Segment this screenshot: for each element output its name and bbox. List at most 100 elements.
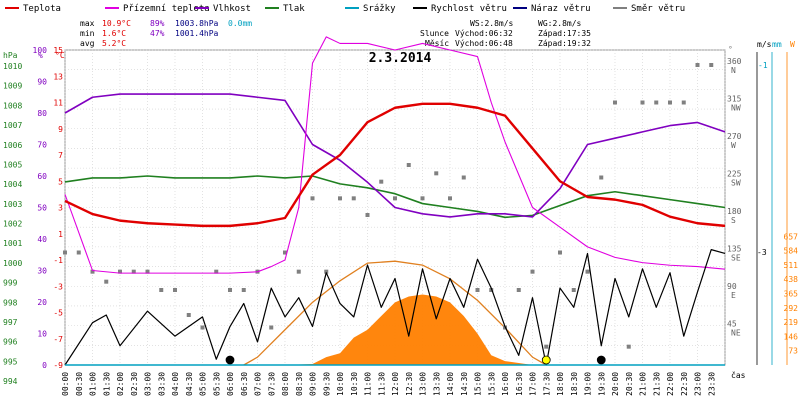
solar-tick: 219 — [784, 318, 799, 327]
temperature-tick: 9 — [58, 125, 63, 134]
event-marker — [541, 355, 551, 365]
wind-direction-point — [131, 269, 136, 274]
temperature-tick: 15 — [53, 46, 63, 55]
pressure-tick: 1007 — [3, 121, 22, 130]
wind-direction-point — [599, 175, 604, 180]
time-tick: 14:00 — [446, 372, 455, 396]
wind-tick: -3 — [757, 248, 767, 257]
wind-direction-point — [118, 269, 122, 274]
wind-direction-point — [640, 100, 645, 105]
humidity-tick: 0 — [42, 361, 47, 370]
solar-tick: 438 — [784, 275, 799, 284]
time-tick: 16:30 — [515, 372, 524, 396]
time-tick: 18:00 — [556, 372, 565, 396]
wind-direction-point — [145, 269, 150, 274]
direction-tick-label: W — [731, 141, 736, 150]
humidity-tick: 30 — [37, 267, 47, 276]
wind-direction-point — [489, 288, 494, 292]
direction-tick-label: SW — [731, 179, 741, 188]
humidity-tick: 90 — [37, 78, 47, 87]
time-tick: 17:00 — [529, 372, 538, 396]
wind-direction-point — [681, 100, 686, 105]
stat-value: max — [80, 19, 95, 28]
wind-direction-point — [475, 288, 480, 292]
wind-direction-point — [448, 196, 452, 201]
direction-tick: 45 — [727, 320, 737, 329]
time-tick: 23:00 — [694, 372, 703, 396]
legend: Teplota Přízemní teplota Vlhkost Tlak Srážky… — [5, 4, 685, 14]
time-tick: 19:00 — [584, 372, 593, 396]
pressure-tick: 1001 — [3, 239, 22, 248]
wind-direction-point — [76, 250, 81, 255]
time-tick: 22:30 — [680, 372, 689, 396]
rain-axis-title: mm — [772, 40, 782, 49]
solar-tick: 292 — [784, 304, 799, 313]
time-tick: 20:00 — [611, 372, 620, 396]
legend-label: Směr větru — [631, 4, 685, 14]
time-tick: 06:30 — [240, 372, 249, 396]
humidity-tick: 60 — [37, 172, 47, 181]
wind-direction-point — [516, 288, 521, 292]
temperature-tick: -1 — [53, 256, 63, 265]
x-axis-title: čas — [731, 370, 746, 380]
wind-axis-title: m/s — [757, 40, 772, 49]
wind-direction-point — [173, 288, 177, 292]
temperature-tick: 13 — [53, 72, 63, 81]
legend-label: Rychlost větru — [431, 4, 507, 14]
stat-value: 1001.4hPa — [175, 29, 219, 38]
solar-axis-title: W — [790, 40, 795, 49]
ground-temperature-line — [64, 36, 726, 274]
pressure-tick: 994 — [3, 377, 18, 386]
pressure-tick: 1003 — [3, 200, 22, 209]
wind-direction-point — [351, 196, 356, 201]
time-tick: 05:30 — [212, 372, 221, 396]
time-tick: 03:00 — [144, 372, 153, 396]
pressure-tick: 995 — [3, 357, 18, 366]
time-tick: 02:30 — [130, 372, 139, 396]
time-tick: 11:00 — [364, 372, 373, 396]
wind-direction-point — [310, 196, 315, 201]
wind-direction-point — [613, 100, 617, 105]
wind-direction-point — [104, 279, 109, 284]
stat-value: 1003.8hPa — [175, 19, 219, 28]
solar-tick: 365 — [784, 290, 799, 299]
temperature-line — [64, 102, 726, 228]
stat-value: 5.2°C — [102, 39, 126, 48]
temperature-tick: -3 — [53, 282, 63, 291]
direction-tick-label: NE — [731, 329, 741, 338]
humidity-tick: 10 — [37, 330, 47, 339]
humidity-line — [64, 93, 726, 218]
time-tick: 03:30 — [157, 372, 166, 396]
time-tick: 01:30 — [102, 372, 111, 396]
pressure-tick: 1000 — [3, 259, 22, 268]
pressure-tick: 998 — [3, 298, 18, 307]
moon-label: Měsíc — [425, 39, 449, 48]
direction-tick-label: N — [731, 66, 736, 75]
direction-tick-label: E — [731, 291, 736, 300]
direction-tick: 360 — [727, 57, 742, 66]
wind-direction-point — [283, 250, 287, 255]
time-tick: 19:30 — [597, 372, 606, 396]
stats-panel: max 10.9°C 89% 1003.8hPa 0.0mm min 1.6°C 47% 100… — [80, 19, 591, 48]
wind-direction-point — [214, 269, 219, 274]
solar-tick: 146 — [784, 332, 799, 341]
time-tick: 07:30 — [267, 372, 276, 396]
direction-tick-label: SE — [731, 254, 741, 263]
right-axes: °m/s mm W360N315NW270W225SW180S135SE90E45N… — [727, 40, 798, 365]
event-marker — [225, 355, 235, 365]
time-tick: 08:30 — [295, 372, 304, 396]
wind-direction-point — [241, 288, 246, 292]
legend-label: Teplota — [23, 4, 61, 14]
wind-direction-point — [269, 325, 274, 330]
time-tick: 21:30 — [652, 372, 661, 396]
time-tick: 11:30 — [377, 372, 386, 396]
time-tick: 09:00 — [309, 372, 318, 396]
x-axis: 00:00 00:30 01:00 01:30 02:00 02:30 03:00 03:30… — [61, 370, 746, 396]
wind-direction-point — [420, 196, 425, 201]
solar-radiation-area — [243, 294, 547, 365]
pressure-tick: 1006 — [3, 141, 22, 150]
time-tick: 15:00 — [474, 372, 483, 396]
legend-label: Srážky — [363, 4, 396, 14]
temperature-tick: 3 — [58, 204, 63, 213]
rain-tick: -1 — [758, 61, 768, 70]
